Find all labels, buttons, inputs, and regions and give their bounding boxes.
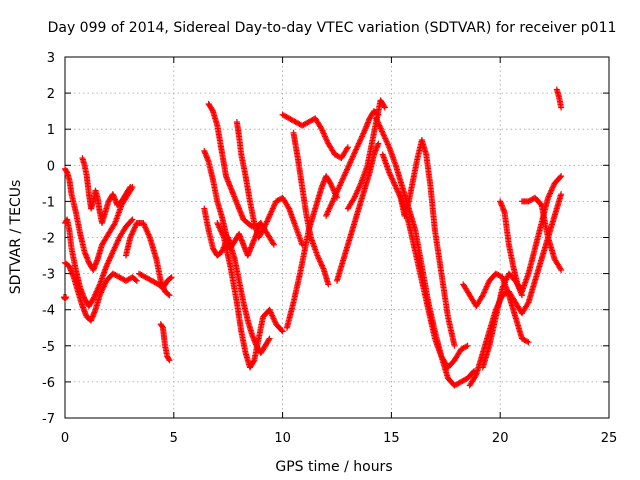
y-tick-label: -3 bbox=[42, 268, 55, 283]
series-arc-1d bbox=[79, 155, 134, 227]
data-point bbox=[126, 185, 133, 192]
data-point bbox=[279, 328, 286, 335]
data-point bbox=[209, 106, 216, 113]
data-point bbox=[558, 173, 565, 180]
y-tick-label: 1 bbox=[47, 123, 55, 138]
series-arc-2b bbox=[205, 100, 264, 230]
data-point bbox=[168, 274, 175, 281]
data-point bbox=[451, 342, 458, 349]
series-arc-3h bbox=[518, 194, 565, 273]
y-tick-label: 0 bbox=[47, 159, 55, 174]
data-point bbox=[266, 335, 273, 342]
data-point bbox=[558, 266, 565, 273]
data-point bbox=[270, 240, 277, 247]
data-point bbox=[265, 336, 272, 343]
data-point bbox=[167, 275, 174, 282]
y-axis-title: SDTVAR / TECUs bbox=[8, 180, 24, 295]
series-arc-3b bbox=[379, 151, 471, 371]
data-point bbox=[381, 103, 388, 110]
data-point bbox=[344, 144, 351, 151]
series-arc-2g bbox=[283, 173, 340, 331]
x-tick-label: 0 bbox=[61, 431, 69, 446]
series-arc-3f bbox=[479, 173, 565, 371]
series-arc-2h bbox=[290, 129, 332, 288]
data-point bbox=[257, 220, 264, 227]
data-point bbox=[285, 204, 292, 211]
series-arc-1e bbox=[122, 220, 173, 299]
data-point bbox=[128, 217, 135, 224]
data-point bbox=[159, 323, 166, 330]
series-arc-1g bbox=[157, 321, 173, 364]
x-tick-label: 5 bbox=[170, 431, 178, 446]
data-point bbox=[518, 292, 525, 299]
data-point bbox=[63, 294, 70, 301]
series-tail-1 bbox=[60, 294, 70, 302]
series-arc-2f bbox=[279, 111, 351, 162]
data-point bbox=[129, 216, 136, 223]
data-point bbox=[89, 297, 96, 304]
data-point bbox=[558, 191, 565, 198]
series-tail-3 bbox=[553, 86, 565, 111]
data-point bbox=[381, 104, 388, 111]
x-tick-label: 20 bbox=[492, 431, 509, 446]
data-point bbox=[557, 265, 564, 272]
y-tick-label: -2 bbox=[42, 232, 55, 247]
y-tick-label: -4 bbox=[42, 304, 55, 319]
y-tick-label: -1 bbox=[42, 195, 55, 210]
data-point bbox=[463, 343, 470, 350]
y-tick-label: -7 bbox=[42, 412, 55, 427]
data-point bbox=[166, 292, 173, 299]
data-point bbox=[270, 241, 277, 248]
data-point bbox=[344, 145, 351, 152]
chart-title: Day 099 of 2014, Sidereal Day-to-day VTE… bbox=[48, 20, 617, 36]
data-point bbox=[256, 220, 263, 227]
data-point bbox=[63, 168, 70, 175]
data-markers bbox=[60, 86, 565, 389]
data-point bbox=[132, 276, 139, 283]
series-arc-2j bbox=[334, 140, 382, 284]
series-arc-3c bbox=[397, 137, 458, 349]
data-point bbox=[325, 281, 332, 288]
data-point bbox=[259, 228, 266, 235]
data-point bbox=[375, 140, 382, 147]
grid-lines bbox=[65, 57, 609, 418]
y-tick-label: -5 bbox=[42, 340, 55, 355]
series-arc-2e bbox=[233, 118, 306, 248]
series-arc-1c bbox=[62, 259, 140, 324]
data-point bbox=[558, 104, 565, 111]
series-arc-3g bbox=[497, 198, 525, 299]
data-point bbox=[133, 277, 140, 284]
data-point bbox=[464, 342, 471, 349]
x-tick-label: 10 bbox=[274, 431, 291, 446]
data-point bbox=[524, 300, 531, 307]
data-point bbox=[165, 291, 172, 298]
data-point bbox=[165, 356, 172, 363]
series-arc-1f bbox=[135, 270, 175, 292]
data-point bbox=[250, 358, 257, 365]
data-point bbox=[557, 174, 564, 181]
series-arc-2i bbox=[323, 108, 382, 219]
series-arc-3d bbox=[466, 191, 565, 389]
data-point bbox=[525, 339, 532, 346]
y-tick-label: 2 bbox=[47, 87, 55, 102]
x-tick-label: 25 bbox=[601, 431, 618, 446]
data-point bbox=[326, 179, 333, 186]
axis-ticks bbox=[64, 56, 610, 419]
y-tick-labels: -7 -6 -5 -4 -3 -2 -1 0 1 2 3 bbox=[42, 51, 55, 427]
y-tick-label: -6 bbox=[42, 376, 55, 391]
x-tick-labels: 0 5 10 15 20 25 bbox=[61, 431, 617, 446]
data-point bbox=[472, 373, 479, 380]
x-axis-title: GPS time / hours bbox=[275, 459, 392, 475]
data-point bbox=[524, 338, 531, 345]
x-tick-label: 15 bbox=[383, 431, 400, 446]
data-point bbox=[278, 327, 285, 334]
data-point bbox=[166, 357, 173, 364]
series-arc-2d bbox=[214, 220, 286, 371]
y-tick-label: 3 bbox=[47, 51, 55, 66]
data-point bbox=[127, 183, 134, 190]
data-point bbox=[111, 221, 118, 228]
